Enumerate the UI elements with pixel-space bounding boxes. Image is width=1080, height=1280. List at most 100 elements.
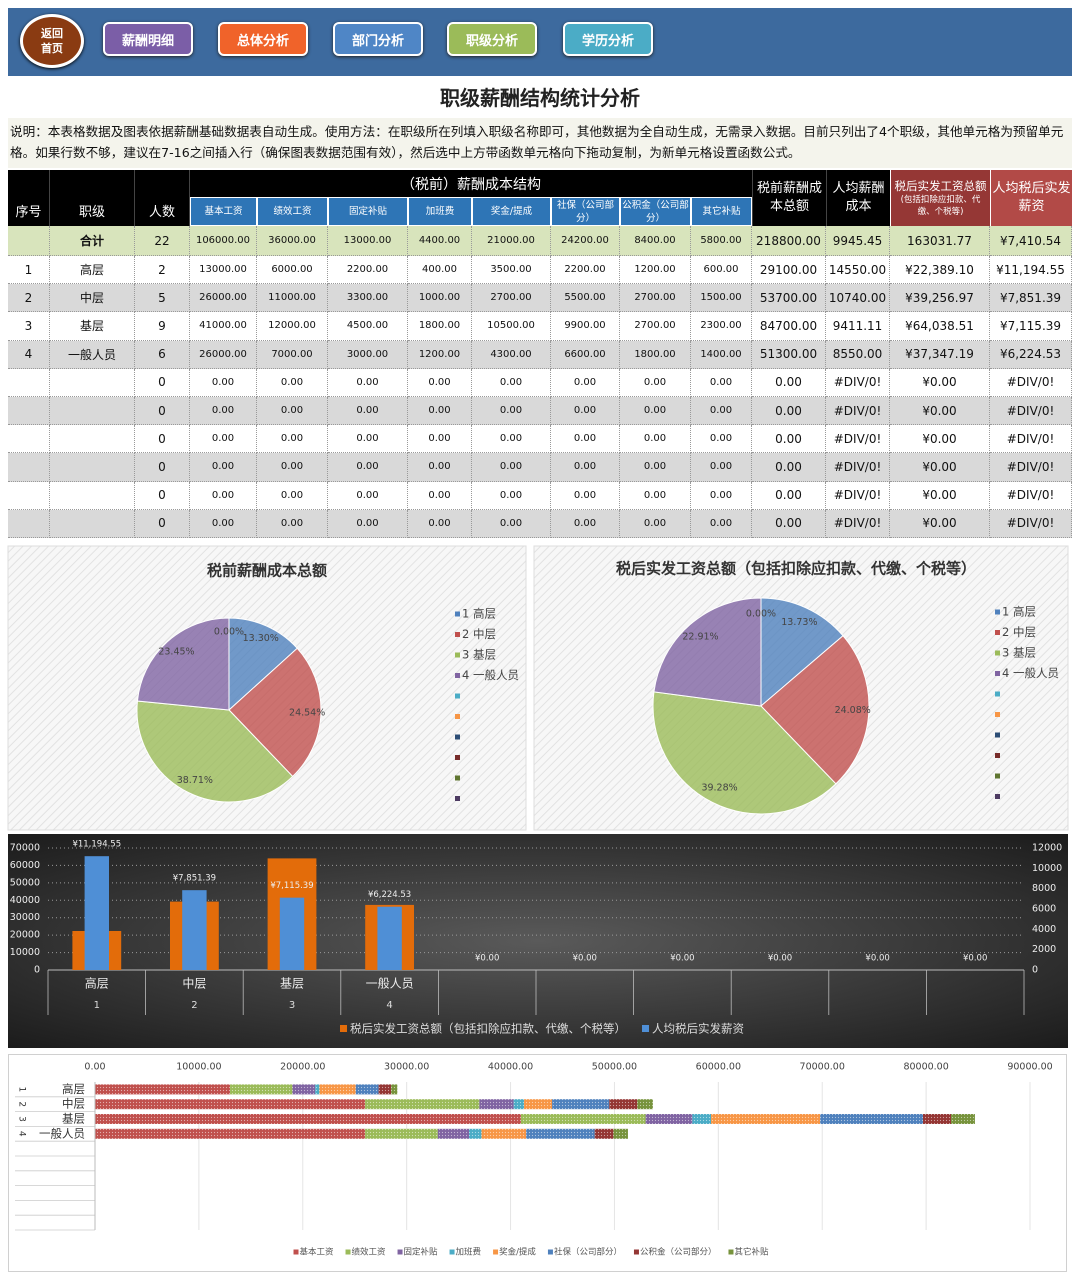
table-cell: 0.00 [691,397,752,426]
table-cell: 2700.00 [620,284,691,313]
nav-button[interactable]: 职级分析 [447,22,537,56]
legend-swatch [995,753,1000,758]
data-label: 0.00% [214,626,244,637]
header-cell: 人均税后实发薪资 [990,170,1072,226]
legend-label: 绩效工资 [352,1247,387,1258]
table-cell: 8550.00 [826,340,890,369]
legend: 基本工资 绩效工资 固定补贴 加班费 奖金/提成 社保（公司部分） 公积金（公司部分） 其它补… [293,1247,769,1258]
bar-segment [292,1084,316,1095]
x-tick-label: 一般人员 [366,976,414,991]
bar-segment [594,1128,614,1139]
bar-segment [319,1084,356,1095]
header-cell: 加班费 [408,197,472,226]
bar-segment [552,1099,610,1110]
bar-segment [711,1114,821,1124]
bar-segment [922,1114,952,1124]
legend-swatch [455,632,460,637]
bar-segment [355,1084,379,1095]
bar-segment [95,1128,366,1139]
legend-label: 税后实发工资总额（包括扣除应扣款、代缴、个税等） [350,1022,626,1036]
bar-segment [526,1128,595,1139]
table-cell: 9945.45 [826,226,890,256]
legend-swatch [455,611,460,617]
table-cell [8,368,50,397]
table-cell: 1200.00 [408,340,472,369]
pie-slice [653,597,762,707]
table-cell: 0.00 [190,425,257,454]
bar-segment [95,1099,366,1110]
table-cell: 13000.00 [190,256,257,285]
table-cell: 0.00 [408,368,472,397]
note: 说明：本表格数据及图表依据薪酬基础数据表自动生成。使用方法：在职级所在列填入职级… [8,118,1072,168]
chart-title: 税后实发工资总额（包括扣除应扣款、代缴、个税等） [616,560,976,578]
table-cell: 9411.11 [826,312,890,341]
bar [279,897,305,970]
data-label: ¥7,115.39 [270,881,313,891]
table-cell [8,481,50,510]
data-label: 13.73% [781,617,817,628]
table-cell: 3 [8,312,50,341]
header-text: 税后实发工资总额 [894,179,987,193]
nav-button[interactable]: 学历分析 [563,22,653,56]
legend-swatch [455,755,460,760]
legend-swatch [995,630,1000,635]
table-cell: 6600.00 [551,340,620,369]
table-cell: 0 [135,425,190,454]
table-cell: 0.00 [257,368,328,397]
bar-segment [315,1084,320,1095]
bar [182,890,207,970]
table-cell: ¥0.00 [890,509,990,538]
table-cell: 5500.00 [551,284,620,313]
bar-segment [613,1128,628,1139]
table-cell: 一般人员 [50,340,135,369]
bar-segment [524,1099,553,1110]
nav-button[interactable]: 薪酬明细 [103,22,193,56]
bar-segment [365,1099,480,1110]
table-cell: 4 [8,340,50,369]
legend-swatch [455,673,460,678]
table-cell: 22 [135,226,190,256]
bar-segment [391,1084,398,1095]
legend-label: 3 基层 [462,648,496,662]
legend-swatch [455,693,460,699]
table-cell: 41000.00 [190,312,257,341]
bar-segment [520,1114,646,1124]
legend-swatch [293,1249,299,1255]
table-cell: 0 [135,481,190,510]
nav-button[interactable]: 总体分析 [218,22,308,56]
table-cell: 合计 [50,226,135,256]
nav-button[interactable]: 部门分析 [333,22,423,56]
table-cell: 218800.00 [752,226,826,256]
table-cell [8,509,50,538]
table-cell: 0.00 [691,509,752,538]
bar-segment [692,1114,712,1124]
y-tick-label: 20000 [10,930,40,941]
y-tick-sublabel: 3 [17,1116,27,1122]
table-cell: 0.00 [190,453,257,482]
data-label: 38.71% [177,775,213,786]
table-cell: ¥64,038.51 [890,312,990,341]
legend-label: 固定补贴 [404,1247,439,1258]
data-label: ¥11,194.55 [72,840,121,850]
table-cell: 400.00 [408,256,472,285]
table-cell: 2200.00 [551,256,620,285]
data-label: ¥6,224.53 [368,890,411,900]
table-cell: 10740.00 [826,284,890,313]
header-cell: 税后实发工资总额 (包括扣除应扣款、代缴、个税等) [890,170,990,226]
legend-swatch [340,1025,347,1032]
bar-segment [645,1114,693,1124]
table-cell: 1500.00 [691,284,752,313]
table-cell [50,368,135,397]
header-subtext: (包括扣除应扣款、代缴、个税等) [900,195,981,217]
y2-tick-label: 0 [1032,965,1038,976]
table-cell: 26000.00 [190,284,257,313]
table-cell: 0.00 [620,481,691,510]
legend-swatch [995,609,1000,615]
table-cell: 12000.00 [257,312,328,341]
data-label: ¥0.00 [768,954,792,964]
home-button[interactable]: 返回 首页 [20,14,84,68]
table-cell: 0.00 [551,481,620,510]
table-cell: 0.00 [472,453,551,482]
pie-slice [760,597,844,708]
page-title: 职级薪酬结构统计分析 [440,85,640,110]
